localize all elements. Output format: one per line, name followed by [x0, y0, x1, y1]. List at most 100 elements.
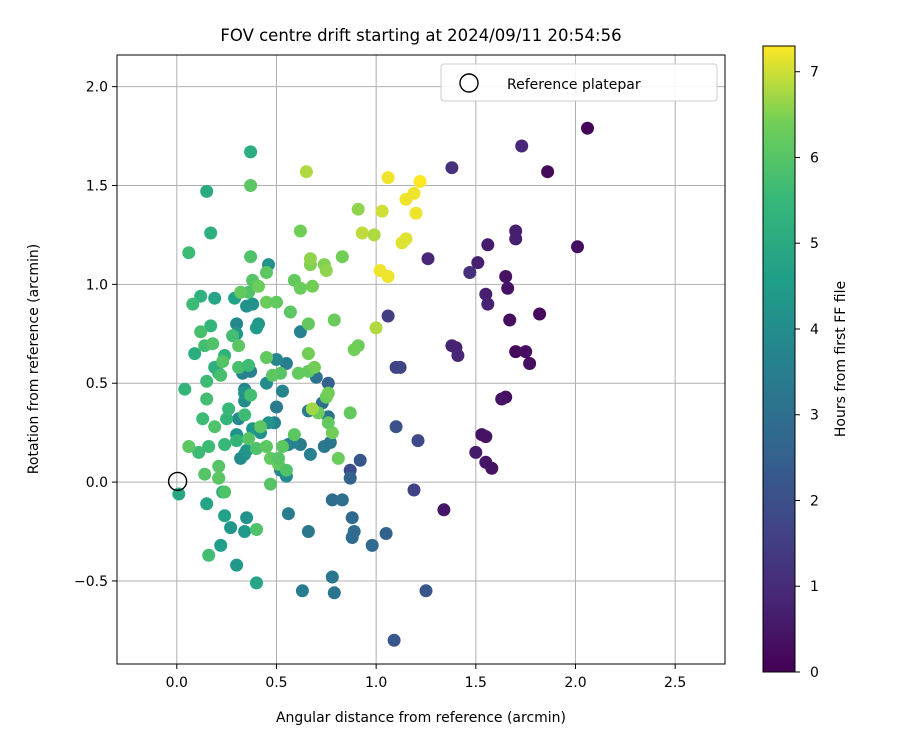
data-point — [571, 240, 584, 254]
data-point — [541, 165, 555, 179]
y-tick-label: 0.0 — [86, 475, 108, 491]
x-tick-label: 1.5 — [465, 675, 487, 691]
data-point — [260, 351, 273, 364]
data-point — [321, 416, 335, 430]
data-point — [407, 186, 421, 200]
data-point — [379, 527, 393, 540]
data-point — [212, 459, 226, 473]
data-point — [246, 297, 260, 311]
data-point — [321, 386, 335, 400]
y-tick-label: 1.0 — [86, 277, 108, 293]
x-tick-label: 1.0 — [365, 675, 387, 691]
data-point — [399, 232, 413, 246]
legend: Reference platepar — [440, 63, 718, 102]
data-point — [200, 374, 214, 388]
y-tick-label: 1.5 — [86, 179, 108, 195]
data-point — [270, 400, 283, 414]
y-tick-label: −0.5 — [74, 574, 108, 590]
data-point — [244, 250, 258, 264]
data-point — [186, 297, 200, 311]
data-point — [260, 295, 273, 309]
data-point — [212, 471, 226, 485]
data-point — [260, 440, 273, 453]
data-point — [283, 305, 297, 319]
data-point — [471, 256, 485, 270]
data-point — [331, 451, 345, 465]
data-point — [319, 264, 333, 277]
data-point — [451, 349, 465, 362]
data-point — [503, 313, 517, 327]
data-point — [206, 337, 220, 351]
data-point — [226, 329, 240, 343]
data-point — [279, 357, 293, 370]
data-point — [218, 438, 232, 451]
data-point — [250, 321, 263, 335]
data-point — [276, 384, 289, 398]
data-point — [321, 376, 335, 390]
data-point — [220, 412, 234, 426]
data-point — [343, 406, 357, 420]
data-point — [365, 538, 379, 552]
colorbar: 0 1 2 3 4 5 6 7 Hours from first FF file — [762, 45, 849, 681]
data-point — [264, 477, 277, 491]
data-point — [389, 420, 403, 434]
colorbar-tick-label: 3 — [810, 408, 819, 424]
data-point — [355, 226, 369, 240]
data-point — [411, 434, 425, 448]
colorbar-ticks: 0 1 2 3 4 5 6 7 — [795, 65, 819, 681]
data-point — [178, 382, 192, 396]
reference-platepar-marker — [167, 471, 188, 492]
data-point — [335, 250, 349, 264]
data-point — [200, 392, 214, 406]
data-point — [485, 461, 499, 475]
data-point — [238, 525, 252, 538]
colorbar-tick-label: 0 — [810, 665, 819, 681]
data-point — [230, 317, 244, 331]
data-point — [194, 289, 208, 303]
data-point — [232, 360, 246, 374]
y-axis-label: Rotation from reference (arcmin) — [26, 244, 42, 474]
data-point — [208, 291, 222, 305]
data-point — [381, 309, 395, 323]
data-point — [343, 471, 357, 485]
data-point — [347, 343, 361, 357]
data-point — [188, 347, 202, 361]
y-tick-label: 2.0 — [86, 80, 108, 96]
data-point — [218, 509, 232, 523]
plot-frame — [116, 54, 726, 665]
data-point — [218, 485, 232, 499]
data-point — [222, 402, 236, 416]
data-point — [198, 467, 212, 481]
data-point — [499, 270, 513, 283]
data-point — [244, 145, 258, 159]
x-tick-label: 2.5 — [664, 675, 686, 691]
data-point — [325, 493, 339, 507]
data-point — [260, 266, 273, 279]
legend-box — [440, 63, 718, 102]
data-point — [204, 226, 218, 240]
data-point — [192, 445, 206, 459]
data-point — [369, 321, 383, 335]
data-point — [353, 453, 367, 467]
data-point — [202, 548, 216, 562]
data-point — [295, 584, 309, 598]
data-point — [244, 179, 258, 192]
data-point — [254, 420, 267, 434]
data-point — [421, 252, 435, 266]
data-point — [375, 204, 389, 218]
data-point — [437, 503, 451, 517]
data-point — [242, 432, 256, 446]
data-point — [204, 319, 218, 333]
data-point — [523, 357, 537, 370]
data-point — [463, 266, 477, 279]
data-point — [252, 279, 265, 293]
data-point — [515, 139, 529, 153]
data-point — [182, 440, 196, 453]
data-point — [581, 121, 594, 135]
data-point — [234, 285, 248, 299]
data-point — [481, 297, 495, 311]
data-point — [479, 430, 493, 444]
data-point — [224, 521, 238, 535]
x-axis-ticks: 0.0 0.5 1.0 1.5 2.0 2.5 — [166, 664, 686, 691]
